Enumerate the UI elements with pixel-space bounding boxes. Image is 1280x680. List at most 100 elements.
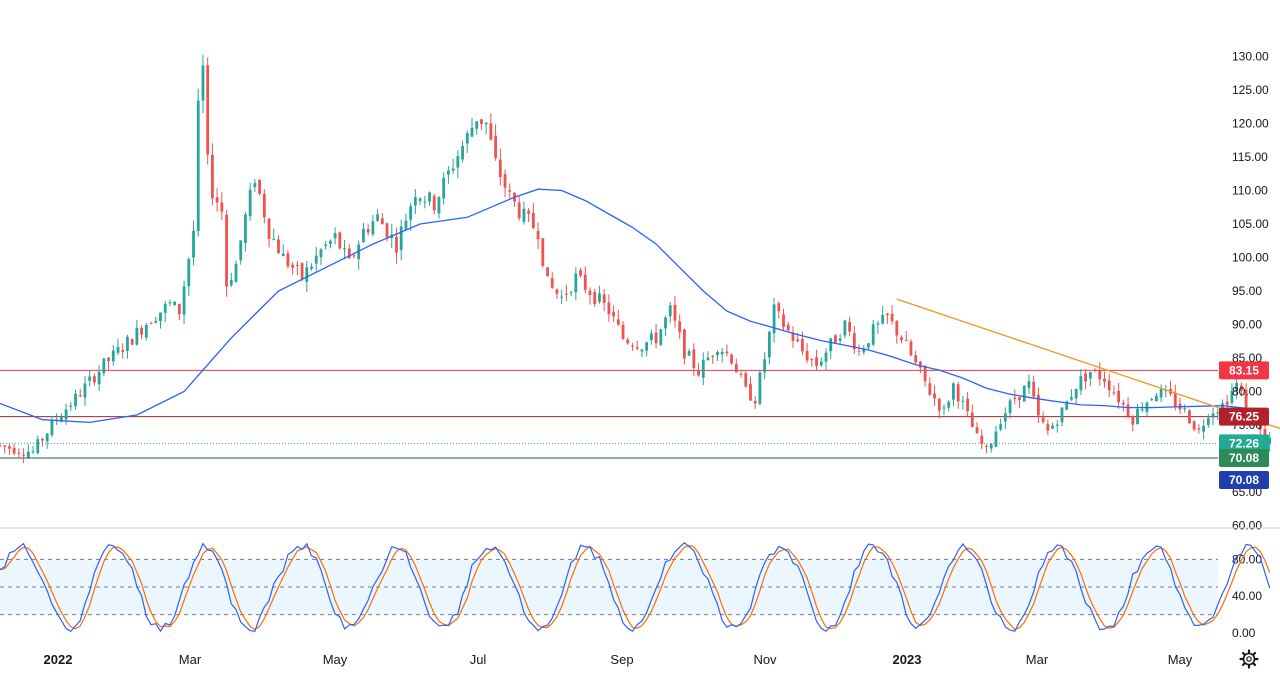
candle-body [380,218,384,225]
candle-body [267,218,271,240]
candle [55,413,59,425]
candle-body [1216,412,1220,414]
candle-body [805,350,809,361]
candle [895,320,899,344]
candle-body [758,372,762,404]
candle-body [399,226,403,251]
candle [947,399,951,412]
candle [1206,414,1210,428]
gear-icon[interactable] [1239,649,1259,669]
price-tick-label: 115.00 [1232,150,1268,164]
candle-body [447,170,450,175]
candle-body [295,264,299,266]
candle-body [428,192,431,202]
candle [78,388,82,398]
candle-body [593,291,597,304]
moving-average-line[interactable] [0,188,1256,424]
candle-body [376,214,379,221]
candle-body [711,356,715,358]
candle [121,343,125,359]
candle [3,444,7,454]
candle-body [583,274,587,290]
candle-body [1117,390,1121,403]
candle-body [281,253,285,257]
candle [876,320,880,335]
candle-body [437,197,441,214]
candle-body [810,359,814,361]
candle [725,344,729,357]
time-tick-label: 2022 [44,652,73,667]
price-tag-bg [1219,407,1269,426]
candle [1107,373,1111,398]
time-axis[interactable]: 2022 Mar May Jul Sep Nov 2023 Mar May [44,652,1193,667]
candle [678,314,682,340]
time-tick-label: Nov [753,652,777,667]
candle [1079,368,1083,396]
candle [418,197,422,205]
candle [531,203,535,230]
candle [607,294,611,322]
candle-body [1055,424,1059,426]
candle [970,404,974,428]
candle [923,365,927,387]
candle [404,213,408,231]
candle-body [1103,378,1106,382]
candle-body [1244,389,1248,410]
candle-body [347,248,351,259]
candle [989,442,993,453]
candle [93,373,96,386]
candle-body [1008,400,1012,414]
candle-body [50,420,54,436]
candle-body [154,320,158,323]
candle [659,328,663,347]
candle-body [1197,428,1201,430]
candle [215,188,219,212]
price-axis[interactable]: 130.00 125.00 120.00 115.00 110.00 105.00 100.… [1232,50,1269,533]
candle-body [508,190,512,192]
candle [999,418,1003,432]
candle-body [329,240,332,245]
candle [994,425,998,447]
stochastic-tick-label: 0.00 [1232,626,1256,640]
candle [1192,420,1196,432]
candle [1197,424,1201,434]
candle [598,285,601,304]
candle [423,195,427,209]
candle-body [786,324,790,331]
stochastic-k-line[interactable] [0,542,1271,633]
gear-hub [1246,656,1252,662]
candle-body [923,365,927,382]
candle-body [824,352,828,362]
candle [1037,387,1040,424]
candle-body [1060,407,1064,423]
candle-body [503,174,507,188]
candle [461,140,464,163]
candle-body [291,264,295,268]
price-tick-label: 100.00 [1232,251,1269,265]
candle [1013,389,1017,405]
candle [527,208,531,223]
candle-body [975,427,979,434]
candle-body [621,324,625,339]
candle-body [0,445,2,447]
candle-body [966,398,969,412]
candle-body [102,358,106,374]
candle-body [8,446,11,449]
candle [154,316,158,324]
candle-body [1121,402,1125,405]
candle-body [569,292,573,294]
candle [555,288,559,299]
candle [494,124,497,161]
candle [546,267,549,277]
price-tag-bg [1219,471,1269,489]
candle-body [933,393,936,399]
candle [602,288,606,312]
candle-body [527,210,531,214]
candle [1018,396,1021,409]
candle [919,360,922,374]
candle [187,257,191,296]
candle [399,219,403,261]
candle [83,375,87,407]
